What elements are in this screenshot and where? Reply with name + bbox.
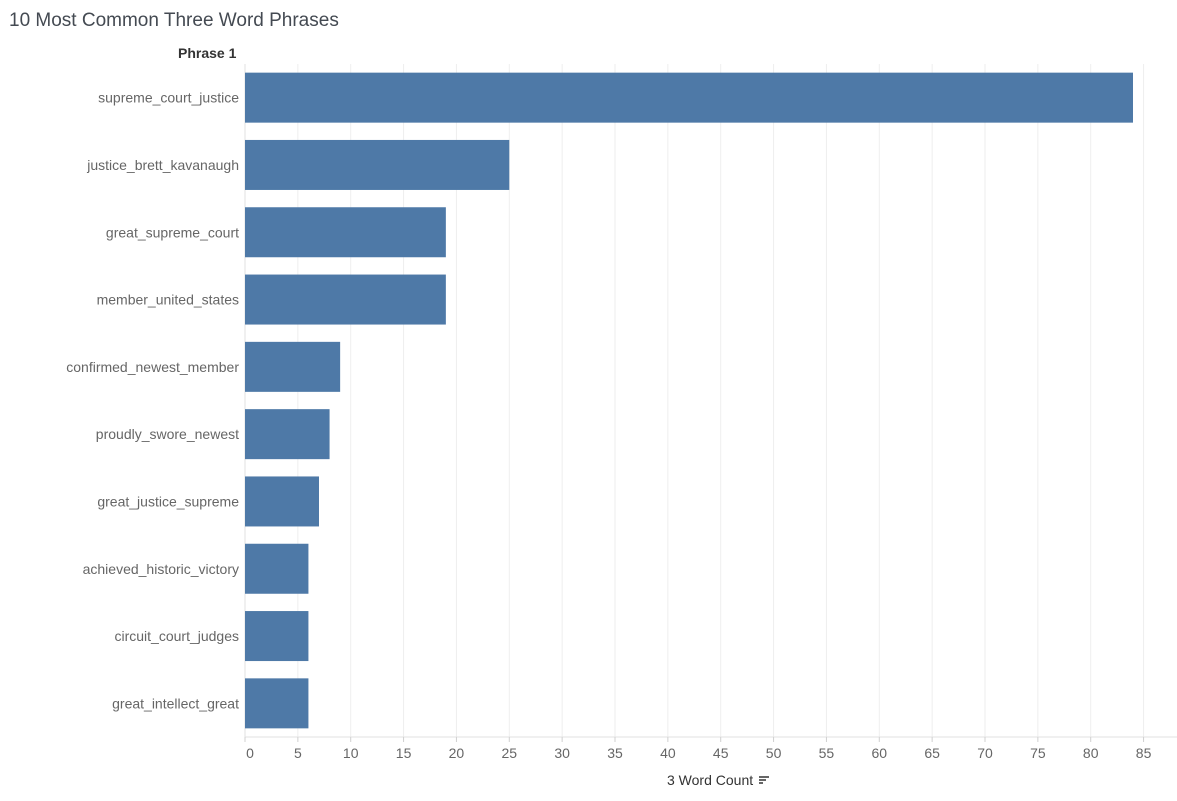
chart-title: 10 Most Common Three Word Phrases	[9, 10, 339, 31]
row-header-phrase[interactable]: Phrase 1	[178, 45, 237, 61]
x-tick-label: 60	[871, 745, 887, 761]
bar-circuit_court_judges[interactable]	[245, 611, 309, 662]
x-tick-label: 10	[343, 745, 359, 761]
x-tick-label: 30	[554, 745, 570, 761]
bar-member_united_states[interactable]	[245, 274, 446, 325]
bar-justice_brett_kavanaugh[interactable]	[245, 139, 510, 190]
category-label: circuit_court_judges	[114, 628, 239, 644]
bar-great_justice_supreme[interactable]	[245, 476, 319, 527]
bar-proudly_swore_newest[interactable]	[245, 409, 330, 460]
x-tick-label: 45	[713, 745, 729, 761]
x-axis-title[interactable]: 3 Word Count	[667, 772, 770, 788]
bar-great_supreme_court[interactable]	[245, 207, 446, 258]
x-tick-label: 25	[501, 745, 517, 761]
x-tick-label: 15	[396, 745, 412, 761]
bar-supreme_court_justice[interactable]	[245, 72, 1133, 123]
x-tick-label: 20	[449, 745, 465, 761]
x-tick-label: 0	[246, 745, 254, 761]
category-label: member_united_states	[97, 292, 239, 308]
category-label: achieved_historic_victory	[83, 561, 239, 577]
sort-descending-icon[interactable]	[759, 775, 770, 785]
category-label: great_intellect_great	[112, 695, 239, 711]
bar-confirmed_newest_member[interactable]	[245, 341, 341, 392]
x-tick-label: 85	[1136, 745, 1152, 761]
x-tick-label: 75	[1030, 745, 1046, 761]
x-tick-label: 50	[766, 745, 782, 761]
category-label: justice_brett_kavanaugh	[86, 157, 239, 173]
category-label: confirmed_newest_member	[66, 359, 239, 375]
category-label: supreme_court_justice	[98, 90, 239, 106]
category-label: proudly_swore_newest	[96, 426, 239, 442]
x-tick-label: 5	[294, 745, 302, 761]
x-tick-label: 40	[660, 745, 676, 761]
category-label: great_justice_supreme	[97, 493, 239, 509]
x-tick-label: 80	[1083, 745, 1099, 761]
x-tick-label: 65	[924, 745, 940, 761]
x-tick-label: 35	[607, 745, 623, 761]
x-tick-label: 55	[819, 745, 835, 761]
x-axis-title-label: 3 Word Count	[667, 772, 754, 788]
x-tick-label: 70	[977, 745, 993, 761]
category-label: great_supreme_court	[106, 224, 239, 240]
bar-achieved_historic_victory[interactable]	[245, 543, 309, 594]
bar-great_intellect_great[interactable]	[245, 678, 309, 729]
